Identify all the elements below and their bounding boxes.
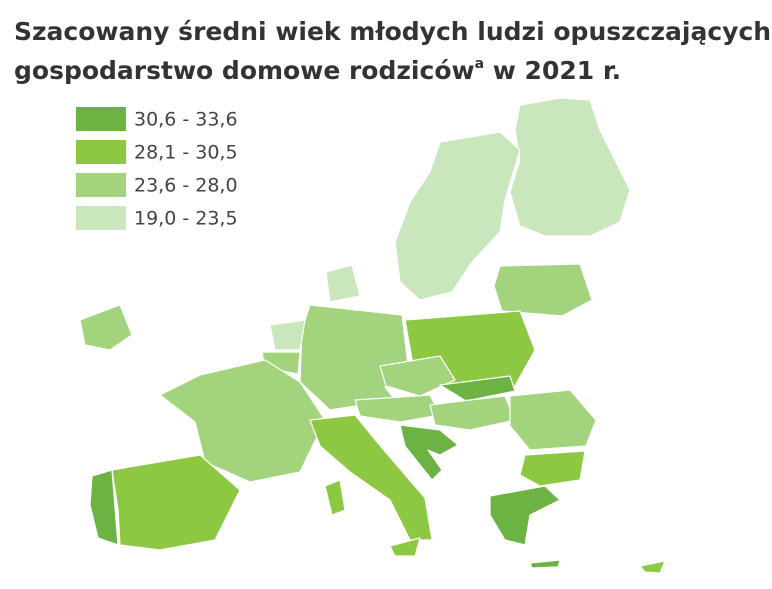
region <box>354 394 441 423</box>
region <box>389 537 421 557</box>
region <box>89 469 119 546</box>
region <box>269 319 306 351</box>
legend-swatch <box>76 206 126 230</box>
legend-swatch <box>76 140 126 164</box>
legend-swatch <box>76 173 126 197</box>
legend-swatch <box>76 107 126 131</box>
region <box>111 454 241 551</box>
region <box>529 559 561 569</box>
region <box>509 389 597 451</box>
region <box>309 414 433 541</box>
region <box>324 479 346 516</box>
region <box>394 131 521 301</box>
region <box>493 263 593 317</box>
region <box>299 304 409 411</box>
legend-label: 19,0 - 23,5 <box>134 208 238 230</box>
region <box>159 359 326 483</box>
title-text: w 2021 r. <box>484 56 621 85</box>
region <box>399 424 459 481</box>
region <box>509 97 631 237</box>
legend: 30,6 - 33,6 28,1 - 30,5 23,6 - 28,0 19,0 - … <box>76 107 238 230</box>
legend-label: 23,6 - 28,0 <box>134 175 238 197</box>
title-line: Szacowany średni wiek młodych ludzi opus… <box>14 17 771 46</box>
legend-label: 28,1 - 30,5 <box>134 142 238 164</box>
region <box>79 304 133 351</box>
map <box>79 97 666 574</box>
region <box>379 355 456 397</box>
region <box>489 485 561 546</box>
region <box>439 375 516 402</box>
legend-label: 30,6 - 33,6 <box>134 109 238 131</box>
title-line: gospodarstwo domowe rodzicówa w 2021 r. <box>14 56 621 85</box>
region <box>639 560 666 574</box>
region <box>429 395 516 431</box>
title-text: gospodarstwo domowe rodziców <box>14 56 475 85</box>
region <box>325 264 361 303</box>
region <box>519 450 586 487</box>
title-superscript: a <box>475 56 484 72</box>
